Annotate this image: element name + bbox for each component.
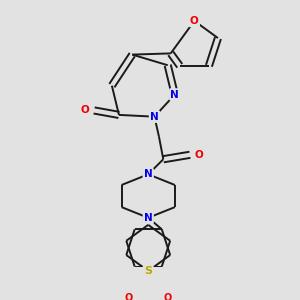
Text: O: O [190, 16, 199, 26]
Text: N: N [170, 89, 179, 100]
Text: O: O [164, 292, 172, 300]
Text: N: N [144, 213, 153, 223]
Text: O: O [194, 150, 203, 160]
Text: S: S [144, 266, 152, 276]
Text: N: N [150, 112, 159, 122]
Text: N: N [144, 169, 153, 179]
Text: O: O [124, 292, 133, 300]
Text: O: O [81, 106, 90, 116]
